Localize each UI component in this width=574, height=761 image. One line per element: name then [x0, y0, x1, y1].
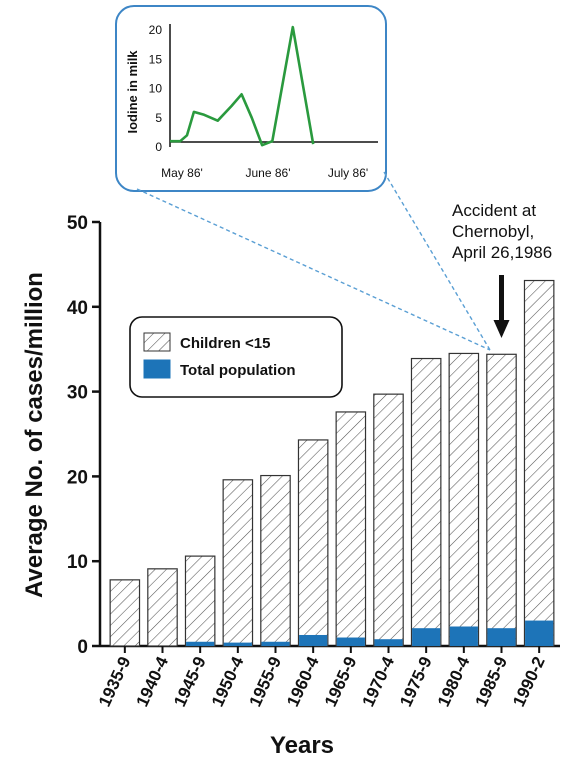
- legend-label-total: Total population: [180, 362, 296, 379]
- bar-children-1985-9: [486, 353, 517, 647]
- y-tick-label: 40: [67, 298, 88, 319]
- x-tick-label: 1975-9: [396, 654, 436, 710]
- bar-children-1970-4: [373, 393, 404, 647]
- bar-total-1965-9: [336, 637, 365, 646]
- bar-total-1950-4: [223, 642, 252, 646]
- x-tick-label: 1980-4: [434, 653, 474, 709]
- bar-total-1985-9: [487, 628, 516, 646]
- main-plot: 0 10 20 30 40 50 1935-91940-41945-91950-41955-…: [67, 213, 560, 710]
- legend-box: [129, 316, 343, 398]
- bar-children-1965-9: [335, 411, 367, 647]
- inset-y-tick-label: 0: [155, 140, 162, 154]
- inset-x-tick-label: May 86': [161, 166, 203, 180]
- x-tick-label: 1960-4: [283, 653, 323, 709]
- bar-total-1990-2: [525, 620, 554, 646]
- x-tick-label: 1945-9: [170, 654, 210, 710]
- inset-connectors: [136, 171, 491, 351]
- x-tick-label: 1965-9: [321, 654, 361, 710]
- y-tick-label: 30: [67, 383, 88, 404]
- x-tick-label: 1970-4: [359, 653, 399, 709]
- inset-y-tick-label: 5: [155, 111, 162, 125]
- bar-total-1975-9: [412, 628, 441, 646]
- annotation-arrow-icon: [493, 275, 510, 338]
- x-axis-title: Years: [270, 732, 334, 759]
- annotation-line-3: April 26,1986: [452, 243, 552, 262]
- bar-children-1950-4: [222, 479, 254, 647]
- inset-x-tick-label: June 86': [246, 166, 291, 180]
- bar-total-1980-4: [449, 626, 478, 646]
- x-tick-label: 1950-4: [208, 653, 248, 709]
- legend: Children <15 Total population: [129, 316, 343, 398]
- bar-children-1975-9: [410, 357, 442, 647]
- inset-y-tick-label: 20: [149, 23, 163, 37]
- inset-iodine-line: [170, 25, 315, 147]
- bar-children-1940-4: [147, 568, 178, 647]
- inset-y-axis-label: Iodine in milk: [125, 50, 140, 134]
- y-tick-label: 50: [67, 213, 88, 234]
- y-tick-label: 0: [77, 637, 88, 658]
- bar-children-1990-2: [523, 279, 555, 647]
- legend-label-children: Children <15: [180, 335, 270, 352]
- x-tick-label: 1985-9: [472, 654, 512, 710]
- chernobyl-annotation: Accident at Chernobyl, April 26,1986: [452, 201, 552, 338]
- bar-children-1955-9: [260, 474, 291, 647]
- legend-swatch-children: [143, 332, 171, 352]
- inset-plot: 0 5 10 15 20 May 86' June 86' July 86': [149, 23, 378, 180]
- bar-children-1980-4: [448, 352, 480, 647]
- arrow-head: [493, 320, 510, 338]
- bar-children-1935-9: [109, 579, 141, 647]
- inset-x-tick-label: July 86': [328, 166, 368, 180]
- inset-panel: 0 5 10 15 20 May 86' June 86' July 86' Iodine i…: [115, 5, 387, 192]
- bar-total-1960-4: [299, 634, 328, 646]
- annotation-line-1: Accident at: [452, 201, 536, 220]
- connector-line-left: [136, 188, 491, 351]
- inset-y-tick-label: 15: [149, 52, 163, 66]
- x-tick-label: 1990-2: [509, 654, 549, 710]
- x-tick-label: 1935-9: [95, 654, 135, 710]
- x-tick-label: 1955-9: [246, 654, 286, 710]
- bar-children-1960-4: [297, 439, 329, 647]
- annotation-line-2: Chernobyl,: [452, 222, 534, 241]
- y-axis-title: Average No. of cases/million: [21, 272, 48, 598]
- bar-total-1970-4: [374, 639, 403, 646]
- bar-total-1955-9: [261, 641, 290, 646]
- inset-y-tick-label: 10: [149, 82, 163, 96]
- inset-frame: [115, 5, 387, 192]
- y-tick-label: 20: [67, 467, 88, 488]
- y-tick-label: 10: [67, 552, 88, 573]
- bar-total-1945-9: [186, 641, 215, 646]
- x-tick-label: 1940-4: [133, 653, 173, 709]
- bar-children-1945-9: [184, 555, 216, 647]
- legend-swatch-total: [143, 359, 171, 379]
